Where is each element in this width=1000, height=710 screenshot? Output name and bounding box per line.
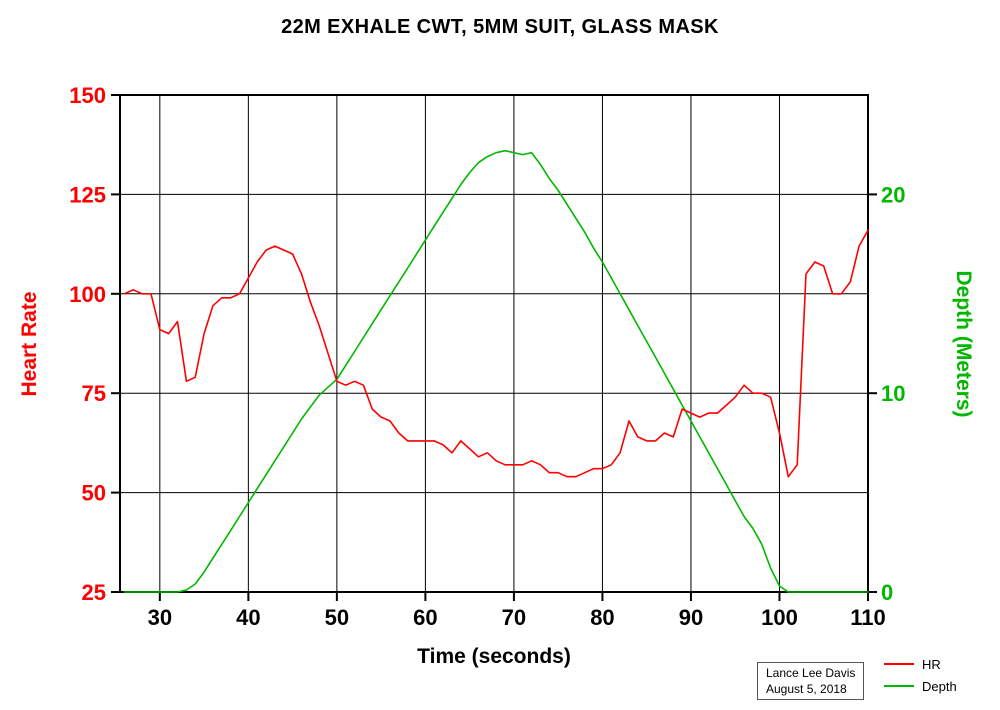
plot-frame	[119, 94, 869, 593]
x-tick-label: 70	[502, 605, 526, 630]
left-axis-title: Heart Rate	[18, 291, 41, 397]
legend-item-hr: HR	[884, 653, 957, 675]
x-tick-label: 80	[590, 605, 614, 630]
attribution-box: Lance Lee Davis August 5, 2018	[757, 662, 865, 701]
x-tick-label: 40	[236, 605, 260, 630]
depth-line-swatch	[884, 685, 914, 687]
y-left-tick-label: 50	[82, 481, 106, 506]
y-right-tick-label: 20	[881, 182, 905, 207]
y-left-tick-label: 100	[69, 282, 106, 307]
legend-label-depth: Depth	[922, 678, 957, 694]
x-tick-label: 110	[850, 605, 886, 630]
attribution-date: August 5, 2018	[766, 682, 847, 697]
series-line-depth	[123, 149, 869, 593]
chart-title: 22M EXHALE CWT, 5MM SUIT, GLASS MASK	[281, 16, 719, 38]
x-tick-label: 50	[325, 605, 349, 630]
y-left-tick-label: 150	[69, 83, 106, 108]
legend-item-depth: Depth	[884, 675, 957, 697]
x-axis-title: Time (seconds)	[417, 645, 571, 668]
y-right-tick-label: 0	[881, 580, 893, 605]
x-tick-label: 100	[761, 605, 798, 630]
x-tick-label: 90	[679, 605, 703, 630]
attribution-name: Lance Lee Davis	[766, 666, 856, 680]
y-left-tick-label: 25	[82, 580, 106, 605]
y-left-tick-label: 125	[69, 182, 106, 207]
x-tick-label: 60	[413, 605, 437, 630]
right-axis-title: Depth (Meters)	[952, 270, 975, 418]
y-left-tick-label: 75	[82, 381, 106, 406]
x-tick-label: 30	[148, 605, 172, 630]
hr-line-swatch	[884, 663, 914, 665]
legend: HR Depth	[884, 653, 957, 697]
y-right-tick-label: 10	[881, 381, 905, 406]
legend-label-hr: HR	[922, 656, 941, 672]
series-line-hr	[123, 229, 869, 478]
